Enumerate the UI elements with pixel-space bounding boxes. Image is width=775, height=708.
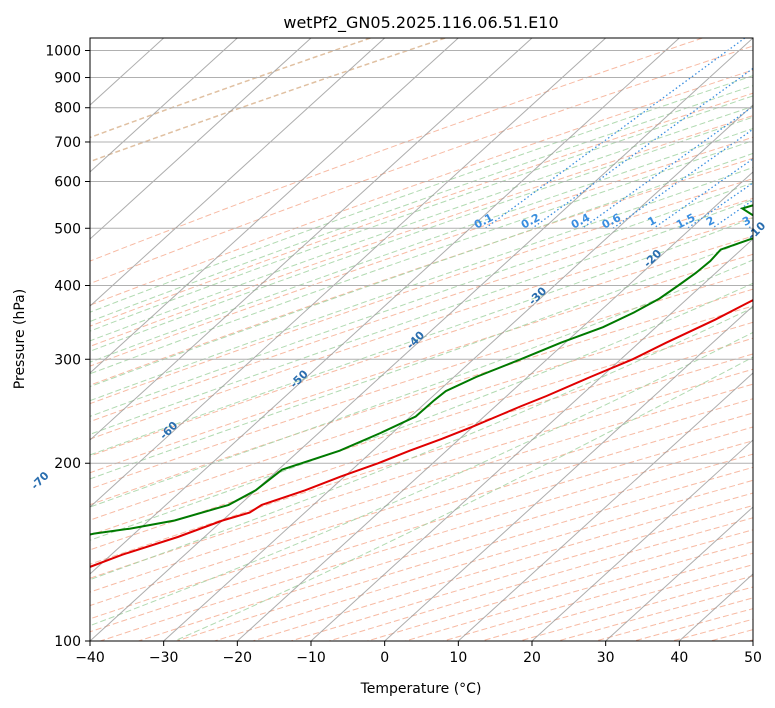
dry-adiabat-line: [90, 69, 753, 306]
mixing-ratio-line: [581, 105, 753, 229]
mixing-ratio-line: [653, 158, 753, 229]
dry-adiabat-line: [90, 157, 753, 386]
dewpoint-line: [90, 204, 753, 536]
y-tick-label: 100: [54, 634, 81, 650]
isotherm-line: [752, 640, 753, 641]
moist-adiabat-line: [90, 152, 753, 388]
moist-adiabat-line: [90, 282, 753, 541]
isotherm-line: [90, 38, 680, 575]
dry-adiabat-line: [90, 368, 753, 579]
mixing-ratio-line: [531, 67, 753, 229]
isotherm-line: [90, 38, 459, 374]
x-tick-label: 0: [380, 650, 389, 666]
dry-adiabat-line: [90, 383, 753, 593]
x-tick-label: 30: [597, 650, 615, 666]
x-tick-label: 20: [523, 650, 541, 666]
profile-lines: [90, 204, 753, 568]
axes: −40 −30 −20 −10 0 10 20 30 40 50 100 200 300 400 500 60…: [45, 44, 762, 666]
moist-adiabat-line: [90, 259, 753, 508]
dry-adiabat-line: [405, 541, 753, 641]
mixing-ratio-line: [612, 128, 753, 229]
dry-adiabat-line: [90, 305, 753, 521]
x-tick-label: −10: [296, 650, 326, 666]
isotherm-line: [90, 38, 533, 441]
isotherm-line: [605, 506, 753, 641]
dry-adiabat-line: [90, 178, 753, 405]
dry-adiabat-line: [90, 253, 753, 474]
y-tick-label: 700: [54, 135, 81, 151]
dry-adiabat-line: [557, 586, 753, 641]
outer-guide-curve: [90, 38, 446, 163]
moist-adiabat-line: [90, 105, 753, 342]
moist-adiabat-line: [90, 307, 753, 581]
y-tick-label: 800: [54, 101, 81, 117]
x-tick-label: −30: [149, 650, 179, 666]
dry-adiabat-line: [90, 321, 753, 536]
dry-adiabat-line: [90, 115, 753, 347]
x-tick-label: −40: [75, 650, 105, 666]
isotherm-line: [457, 372, 753, 641]
moist-adiabat-line: [90, 85, 753, 323]
y-tick-label: 600: [54, 175, 81, 191]
y-tick-label: 500: [54, 221, 81, 237]
isotherm-line: [90, 38, 386, 307]
moist-adiabat-line: [90, 237, 753, 480]
isotherm-line: [310, 238, 753, 641]
moist-adiabat-line: [90, 95, 753, 332]
isotherm-line: [90, 38, 238, 173]
y-tick-label: 1000: [45, 44, 81, 60]
plot-frame: [89, 37, 754, 642]
x-tick-label: 40: [670, 650, 688, 666]
dry-adiabat-line: [290, 504, 753, 641]
y-tick-label: 900: [54, 71, 81, 87]
line-labels: 0.10.20.40.611.523-100-90-80-70-60-50-40…: [28, 211, 768, 493]
isotherm-line: [163, 104, 753, 641]
dry-adiabat-line: [90, 235, 753, 457]
y-tick-label: 300: [54, 352, 81, 368]
temperature-line: [90, 298, 753, 568]
y-axis-label: Pressure (hPa): [12, 289, 28, 389]
dry-adiabat-line: [90, 38, 703, 262]
moist-adiabat-line: [174, 356, 753, 641]
isotherm-line: [90, 38, 753, 641]
isotherm-label: -70: [28, 469, 51, 492]
moist-adiabat-line: [90, 75, 753, 313]
moist-adiabat-line: [90, 182, 753, 417]
moist-adiabat-line: [90, 140, 753, 375]
dry-adiabat-line: [90, 197, 753, 423]
chart-title: wetPf2_GN05.2025.116.06.51.E10: [283, 13, 558, 33]
x-axis-label: Temperature (°C): [360, 681, 482, 697]
mixing-ratio-line: [747, 224, 753, 229]
outer-guide-curve: [90, 38, 371, 139]
y-tick-label: 400: [54, 278, 81, 294]
isotherm-label: -30: [526, 284, 549, 307]
isotherm-label: -20: [641, 247, 664, 270]
pressure-grid: [90, 50, 753, 641]
y-tick-label: 200: [54, 456, 81, 472]
moist-adiabat-line: [90, 127, 753, 363]
dry-adiabat-line: [443, 552, 753, 641]
dry-adiabat-line: [90, 288, 753, 506]
isotherm-line: [384, 305, 753, 641]
isotherm-line: [90, 38, 312, 240]
x-tick-label: 50: [744, 650, 762, 666]
isotherm-label: -60: [157, 419, 180, 442]
background-lines: [90, 38, 753, 641]
isotherm-line: [90, 38, 607, 508]
isotherm-label: -50: [288, 367, 311, 390]
isotherm-line: [531, 439, 753, 641]
mixing-ratio-line: [484, 38, 746, 229]
mixing-ratio-line: [687, 182, 753, 229]
x-tick-label: 10: [449, 650, 467, 666]
isotherm-label: -40: [404, 328, 427, 351]
dry-adiabat-line: [90, 45, 753, 285]
x-tick-label: −20: [223, 650, 253, 666]
dry-adiabat-line: [481, 564, 753, 641]
